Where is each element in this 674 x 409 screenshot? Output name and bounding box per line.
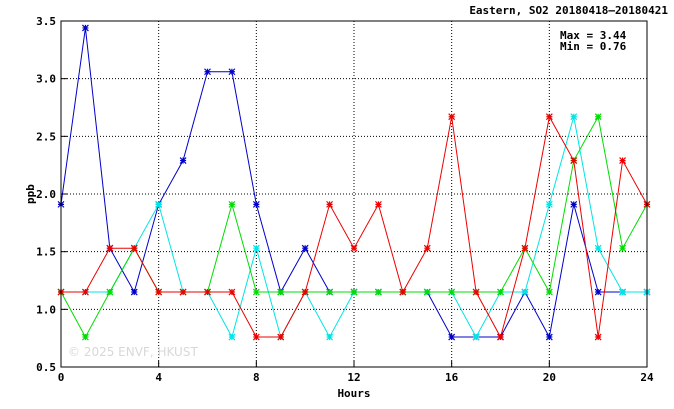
- data-point: [619, 244, 627, 252]
- data-point: [423, 288, 431, 296]
- data-point: [350, 244, 358, 252]
- data-point: [277, 333, 285, 341]
- data-point: [228, 68, 236, 76]
- data-point: [155, 288, 163, 296]
- data-point: [252, 333, 260, 341]
- data-point: [619, 288, 627, 296]
- y-tick-label: 0.5: [36, 361, 56, 374]
- data-point: [545, 200, 553, 208]
- data-point: [594, 113, 602, 121]
- watermark-layer: © 2025 ENVF, HKUST: [68, 345, 198, 359]
- tick-marks: [60, 20, 648, 368]
- data-point: [374, 200, 382, 208]
- data-point: [423, 244, 431, 252]
- data-point: [277, 288, 285, 296]
- data-point: [81, 24, 89, 32]
- data-point: [204, 288, 211, 296]
- data-point: [497, 288, 504, 296]
- x-tick-label: 4: [155, 371, 162, 384]
- data-point: [545, 113, 553, 121]
- y-tick-label: 2.0: [36, 188, 56, 201]
- data-point: [619, 157, 627, 164]
- data-point: [252, 288, 260, 296]
- data-point: [81, 333, 89, 341]
- y-tick-label: 3.5: [36, 15, 56, 28]
- grid-lines: [61, 21, 647, 367]
- x-tick-label: 20: [543, 371, 556, 384]
- data-point: [326, 333, 334, 341]
- data-point: [594, 333, 602, 341]
- data-point: [326, 288, 334, 296]
- data-point: [179, 288, 187, 296]
- x-axis-label: Hours: [337, 387, 370, 400]
- data-point: [106, 288, 114, 296]
- data-point: [252, 200, 260, 208]
- x-tick-label: 0: [58, 371, 65, 384]
- y-tick-label: 1.0: [36, 303, 56, 316]
- data-point: [448, 288, 456, 296]
- data-point: [448, 113, 456, 121]
- data-point: [130, 244, 138, 252]
- chart-title: Eastern, SO2 20180418–20180421: [469, 4, 668, 17]
- data-point: [179, 157, 187, 164]
- data-point: [374, 288, 382, 296]
- data-point: [570, 200, 578, 208]
- max-stat: Max = 3.44: [560, 29, 627, 42]
- series-layer: [57, 24, 651, 341]
- x-tick-labels: 0 4 8 12 16 20 24: [58, 371, 654, 384]
- data-point: [570, 157, 578, 164]
- data-point: [448, 333, 456, 341]
- data-point: [130, 288, 138, 296]
- y-tick-label: 3.0: [36, 73, 56, 86]
- data-point: [106, 244, 114, 252]
- data-point: [204, 68, 211, 76]
- min-stat: Min = 0.76: [560, 40, 627, 53]
- x-tick-label: 16: [445, 371, 459, 384]
- data-point: [350, 288, 358, 296]
- data-point: [399, 288, 407, 296]
- data-point: [301, 288, 309, 296]
- x-tick-label: 24: [640, 371, 654, 384]
- data-point: [228, 333, 236, 341]
- data-point: [228, 288, 236, 296]
- y-axis-label: ppb: [24, 184, 37, 204]
- watermark-text: © 2025 ENVF, HKUST: [68, 345, 198, 359]
- y-tick-label: 2.5: [36, 130, 56, 143]
- data-point: [301, 244, 309, 252]
- data-point: [521, 244, 529, 252]
- data-point: [545, 333, 553, 341]
- data-point: [228, 200, 236, 208]
- data-point: [472, 333, 480, 341]
- data-point: [472, 288, 480, 296]
- y-tick-labels: 0.5 1.0 1.5 2.0 2.5 3.0 3.5: [36, 15, 56, 374]
- data-point: [155, 200, 163, 208]
- data-point: [570, 113, 578, 121]
- data-point: [594, 288, 602, 296]
- data-point: [497, 333, 504, 341]
- x-tick-label: 8: [253, 371, 260, 384]
- data-point: [252, 244, 260, 252]
- data-point: [521, 288, 529, 296]
- data-point: [326, 200, 334, 208]
- data-point: [545, 288, 553, 296]
- data-point: [594, 244, 602, 252]
- stats-box: Max = 3.44 Min = 0.76: [560, 29, 627, 53]
- y-tick-label: 1.5: [36, 246, 56, 259]
- data-point: [81, 288, 89, 296]
- x-tick-label: 12: [347, 371, 360, 384]
